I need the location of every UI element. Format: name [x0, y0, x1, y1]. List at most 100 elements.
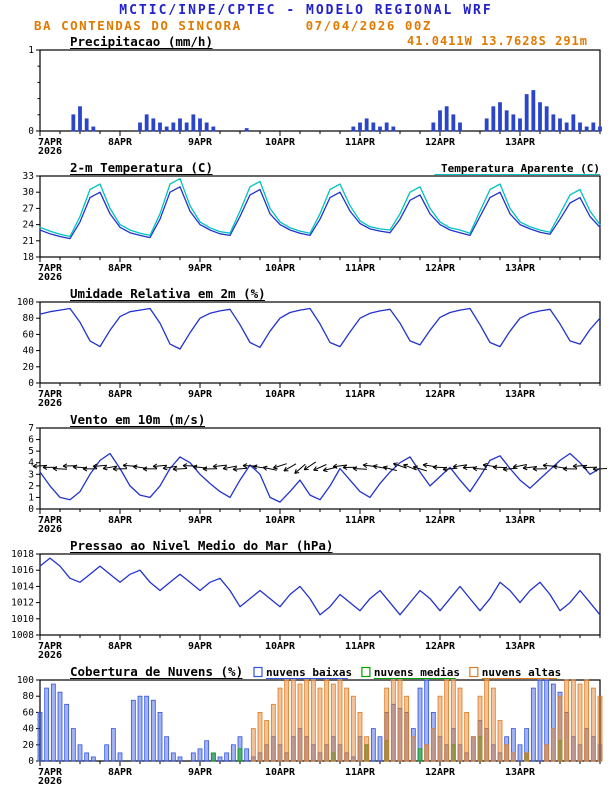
svg-text:11APR: 11APR [345, 137, 376, 148]
svg-text:13APR: 13APR [505, 641, 536, 652]
bar [491, 688, 495, 761]
bar [131, 700, 135, 761]
bar [371, 729, 375, 761]
bar [158, 712, 162, 761]
bar [85, 119, 88, 131]
station-coordinates: 41.0411W 13.7628S 291m [407, 34, 588, 48]
bar [552, 115, 555, 131]
legend-swatch-1 [362, 668, 370, 677]
bar [525, 753, 529, 761]
bar [72, 115, 75, 131]
bar [451, 680, 455, 761]
bar [531, 688, 535, 761]
svg-text:13APR: 13APR [505, 389, 536, 400]
svg-text:60: 60 [23, 329, 35, 340]
bar [78, 745, 82, 761]
bar [565, 123, 568, 131]
svg-text:8APR: 8APR [108, 137, 133, 148]
svg-text:10APR: 10APR [265, 515, 296, 526]
bar [265, 721, 269, 762]
bar [185, 123, 188, 131]
bar [151, 700, 155, 761]
svg-text:1: 1 [28, 45, 34, 56]
bar [245, 129, 248, 131]
svg-text:18: 18 [23, 252, 35, 263]
bar [492, 107, 495, 131]
precip-title: Precipitacao (mm/h) [70, 34, 213, 49]
svg-text:12APR: 12APR [425, 389, 456, 400]
vento-title: Vento em 10m (m/s) [70, 412, 205, 427]
svg-text:12APR: 12APR [425, 137, 456, 148]
model-title: MCTIC/INPE/CPTEC - MODELO REGIONAL WRF [0, 3, 612, 18]
bar [171, 753, 175, 761]
svg-text:2: 2 [28, 481, 34, 492]
bar [45, 688, 49, 761]
bar [372, 123, 375, 131]
bar [599, 127, 602, 131]
bar [539, 103, 542, 131]
bar [545, 745, 549, 761]
bar [345, 688, 349, 761]
svg-text:9APR: 9APR [188, 137, 213, 148]
svg-text:11APR: 11APR [345, 389, 376, 400]
bar [551, 729, 555, 761]
bar [172, 123, 175, 131]
umidade-chart-svg: Umidade Relativa em 2m (%)0204060801007A… [0, 285, 612, 411]
bar [218, 757, 222, 761]
bar [145, 115, 148, 131]
temp-legend: Temperatura Aparente (C) [441, 162, 600, 175]
svg-text:21: 21 [23, 236, 35, 247]
legend-label-1: nuvens medias [374, 666, 460, 679]
bar [225, 753, 229, 761]
bar [471, 737, 475, 761]
temp-title: 2-m Temperatura (C) [70, 160, 213, 175]
svg-text:6: 6 [28, 435, 34, 446]
svg-text:2026: 2026 [38, 650, 62, 661]
bar [205, 741, 209, 761]
bar [519, 119, 522, 131]
bar [352, 127, 355, 131]
svg-text:0: 0 [28, 378, 34, 389]
bar [199, 119, 202, 131]
svg-text:13APR: 13APR [505, 263, 536, 274]
bar [405, 696, 409, 761]
bar [179, 119, 182, 131]
panel-temp: 2-m Temperatura (C) Temperatura Aparente … [0, 159, 612, 285]
bar [592, 123, 595, 131]
svg-text:11APR: 11APR [345, 263, 376, 274]
bar [432, 123, 435, 131]
svg-text:1016: 1016 [11, 565, 34, 576]
bar [452, 115, 455, 131]
bar [159, 123, 162, 131]
bar [231, 745, 235, 761]
bar [245, 749, 249, 761]
svg-text:4: 4 [28, 458, 34, 469]
pressao-title: Pressao ao Nivel Medio do Mar (hPa) [70, 538, 333, 553]
svg-text:10APR: 10APR [265, 767, 296, 778]
bar [558, 696, 562, 761]
bar [458, 688, 462, 761]
bar [391, 680, 395, 761]
svg-text:13APR: 13APR [505, 515, 536, 526]
svg-text:12APR: 12APR [425, 515, 456, 526]
svg-text:20: 20 [23, 362, 35, 373]
bar [271, 704, 275, 761]
series-aparente [40, 179, 600, 237]
svg-text:100: 100 [17, 297, 34, 308]
bar [351, 696, 355, 761]
series-precipitacao [72, 91, 602, 132]
bar [398, 680, 402, 761]
series-umidade-relativa [40, 309, 600, 350]
svg-text:0: 0 [28, 756, 34, 767]
umidade-title: Umidade Relativa em 2m (%) [70, 286, 266, 301]
bar [505, 745, 509, 761]
svg-text:11APR: 11APR [345, 641, 376, 652]
legend-label-0: nuvens baixas [266, 666, 352, 679]
svg-text:40: 40 [23, 724, 35, 735]
bar [311, 680, 315, 761]
